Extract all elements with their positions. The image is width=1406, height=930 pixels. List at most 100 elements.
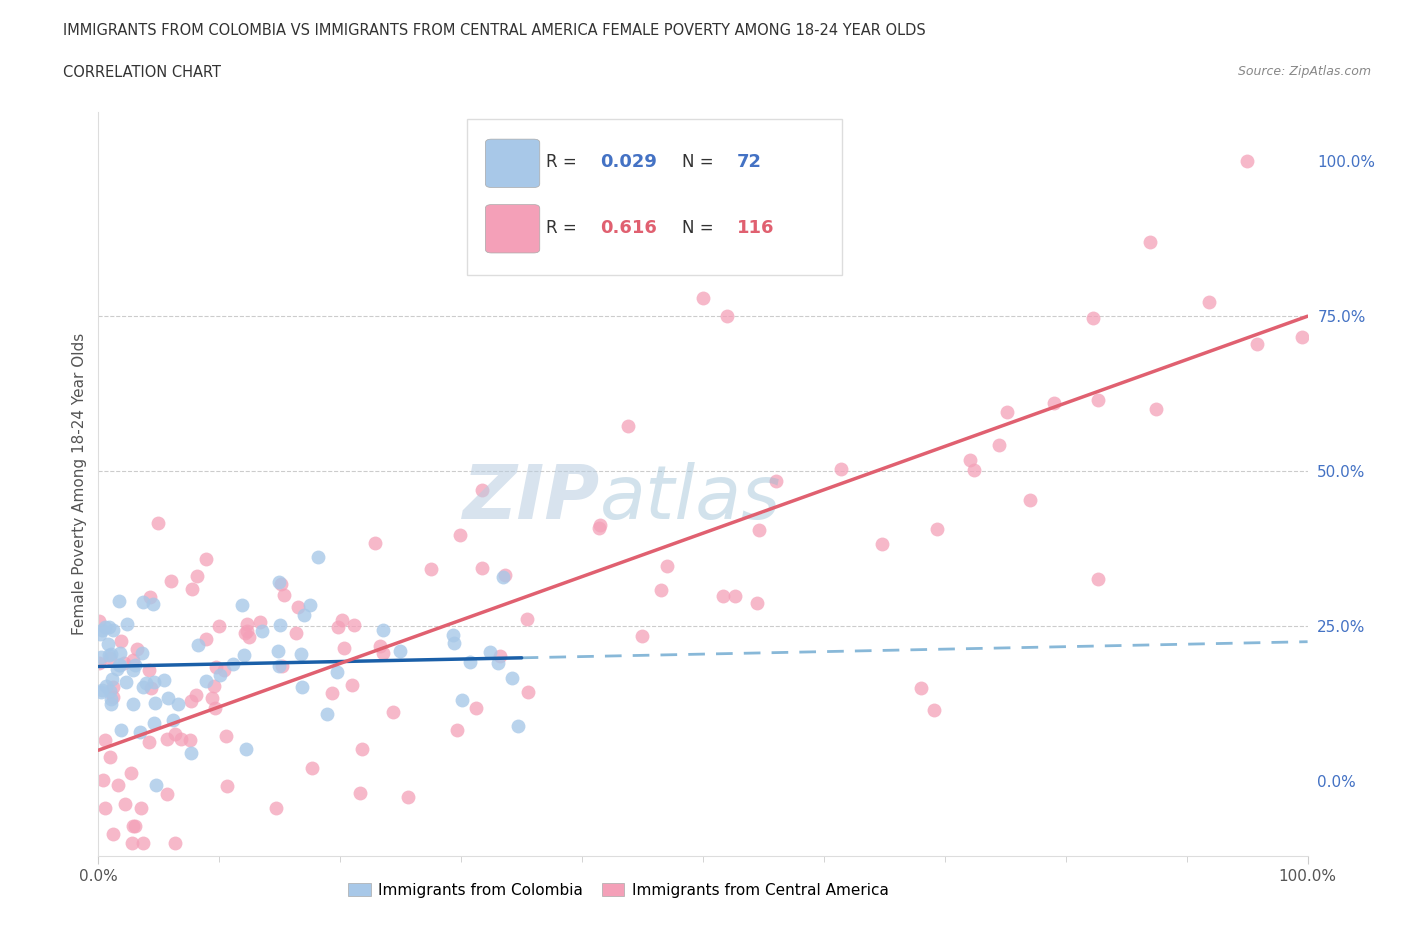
Point	[89, 614, 111, 629]
Point	[1198, 294, 1220, 309]
Point	[458, 654, 481, 669]
Point	[963, 463, 986, 478]
Point	[187, 637, 209, 652]
Text: 0.616: 0.616	[600, 219, 657, 236]
Point	[307, 550, 329, 565]
Point	[98, 684, 121, 698]
Point	[287, 600, 309, 615]
Point	[264, 800, 287, 815]
Point	[389, 644, 412, 658]
Point	[208, 667, 231, 682]
Point	[184, 687, 207, 702]
Point	[292, 607, 315, 622]
Point	[471, 561, 494, 576]
Point	[1043, 396, 1066, 411]
Point	[121, 836, 143, 851]
Point	[271, 658, 294, 673]
Point	[516, 612, 538, 627]
Point	[170, 732, 193, 747]
Point	[163, 836, 186, 851]
Point	[1246, 337, 1268, 352]
Point	[987, 438, 1010, 453]
Point	[204, 701, 226, 716]
Point	[236, 624, 259, 639]
Point	[321, 685, 343, 700]
Text: ZIP: ZIP	[463, 462, 600, 535]
Point	[516, 684, 538, 699]
Point	[212, 662, 235, 677]
Point	[1139, 234, 1161, 249]
Point	[1291, 330, 1313, 345]
Point	[114, 797, 136, 812]
Point	[103, 680, 125, 695]
Point	[748, 523, 770, 538]
Point	[724, 588, 747, 603]
Point	[97, 647, 120, 662]
Text: atlas: atlas	[600, 462, 782, 535]
Point	[180, 694, 202, 709]
Point	[132, 836, 155, 851]
Point	[138, 590, 160, 604]
Point	[122, 697, 145, 711]
Point	[89, 656, 111, 671]
Text: R =: R =	[546, 153, 582, 171]
Point	[364, 536, 387, 551]
Point	[93, 801, 115, 816]
Point	[181, 581, 204, 596]
Text: Source: ZipAtlas.com: Source: ZipAtlas.com	[1237, 65, 1371, 78]
Point	[1087, 571, 1109, 586]
Point	[270, 577, 292, 591]
Legend: Immigrants from Colombia, Immigrants from Central America: Immigrants from Colombia, Immigrants fro…	[342, 876, 896, 904]
Point	[100, 691, 122, 706]
Point	[249, 614, 271, 629]
Point	[382, 705, 405, 720]
Point	[492, 570, 515, 585]
Point	[352, 741, 374, 756]
Point	[96, 679, 118, 694]
Point	[91, 622, 114, 637]
Point	[231, 598, 253, 613]
Point	[101, 623, 124, 638]
Point	[131, 645, 153, 660]
Point	[478, 644, 501, 659]
Point	[101, 689, 124, 704]
Point	[121, 663, 143, 678]
Point	[195, 673, 218, 688]
Point	[326, 619, 349, 634]
Point	[110, 658, 132, 672]
Point	[107, 777, 129, 792]
Point	[631, 628, 654, 643]
Point	[290, 646, 312, 661]
Point	[91, 773, 114, 788]
Point	[616, 418, 638, 433]
Point	[235, 617, 257, 631]
Point	[711, 589, 734, 604]
Point	[127, 642, 149, 657]
Point	[110, 646, 132, 661]
Text: CORRELATION CHART: CORRELATION CHART	[63, 65, 221, 80]
Point	[316, 707, 339, 722]
Point	[145, 777, 167, 792]
Point	[101, 827, 124, 842]
Point	[201, 691, 224, 706]
Point	[995, 404, 1018, 418]
Point	[449, 527, 471, 542]
Point	[486, 655, 509, 670]
Point	[135, 676, 157, 691]
Point	[450, 692, 472, 707]
Point	[1081, 311, 1104, 325]
Point	[1018, 492, 1040, 507]
Text: N =: N =	[682, 153, 720, 171]
Point	[1087, 392, 1109, 407]
Point	[494, 568, 516, 583]
Point	[121, 765, 143, 780]
Point	[142, 674, 165, 689]
Point	[143, 715, 166, 730]
Point	[186, 569, 208, 584]
Point	[101, 671, 124, 686]
Point	[105, 661, 128, 676]
Point	[349, 786, 371, 801]
Point	[146, 516, 169, 531]
Point	[122, 653, 145, 668]
Point	[373, 622, 395, 637]
